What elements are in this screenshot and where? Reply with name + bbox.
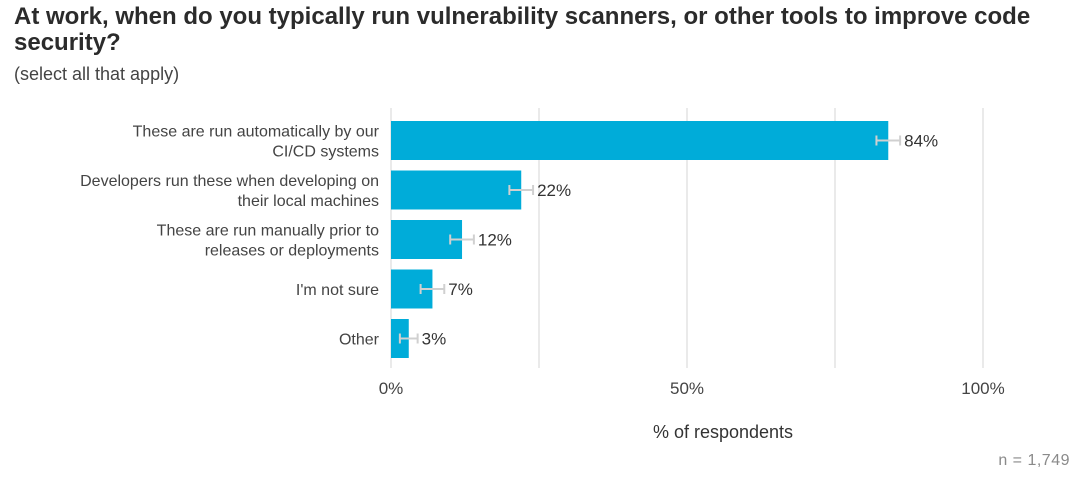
category-label: Developers run these when developing on t…	[80, 173, 379, 210]
bar	[391, 170, 522, 210]
x-tick-label: 100%	[961, 379, 1004, 398]
sample-size-note: n = 1,749	[998, 452, 1070, 469]
value-label: 84%	[904, 132, 938, 151]
value-label: 22%	[537, 181, 571, 200]
category-label: These are run automatically by our CI/CD …	[133, 124, 380, 161]
category-label: Other	[339, 332, 380, 349]
labels: 0% 50% 100% 84% These are run automatically …	[80, 124, 1005, 399]
bars	[391, 121, 902, 358]
x-tick-label: 50%	[670, 379, 704, 398]
value-label: 3%	[422, 330, 447, 349]
chart-title: At work, when do you typically run vulne…	[14, 3, 1031, 56]
value-label: 12%	[478, 231, 512, 250]
category-label: I'm not sure	[296, 282, 379, 299]
x-tick-label: 0%	[379, 379, 404, 398]
x-axis-title: % of respondents	[653, 422, 793, 442]
category-label: These are run manually prior to releases …	[157, 223, 379, 260]
value-label: 7%	[448, 280, 473, 299]
chart-subtitle: (select all that apply)	[14, 64, 180, 84]
bar	[391, 121, 889, 160]
